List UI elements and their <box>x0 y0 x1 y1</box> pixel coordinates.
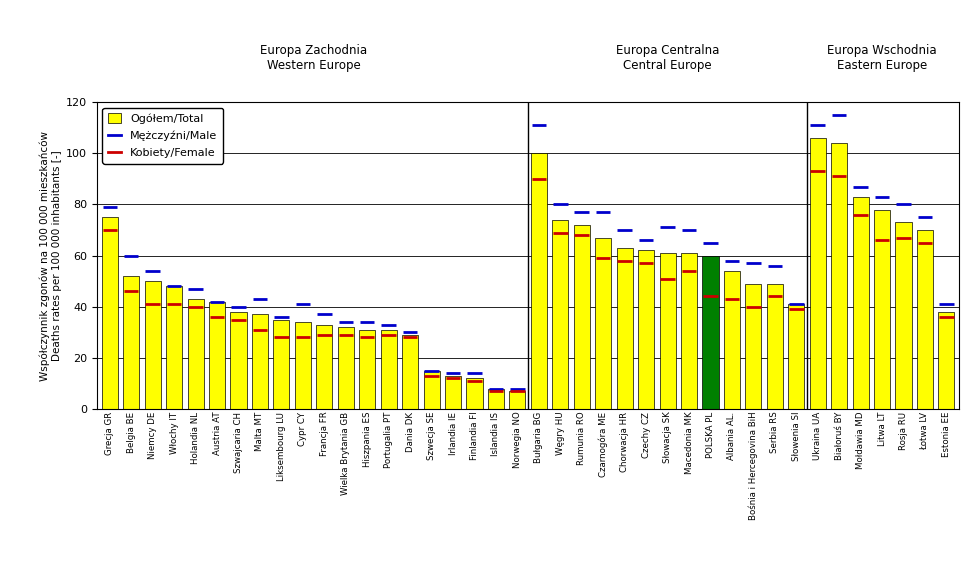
Bar <box>295 322 311 409</box>
Bar <box>531 153 547 409</box>
Bar <box>574 225 590 409</box>
Bar <box>166 286 182 409</box>
Bar <box>638 250 654 409</box>
Y-axis label: Współczynnik zgonów na 100 000 mieszkańców
Deaths rates per 100 000 inhabitants : Współczynnik zgonów na 100 000 mieszkańc… <box>40 131 62 381</box>
Bar <box>445 376 461 409</box>
Bar <box>938 312 954 409</box>
Bar <box>616 248 633 409</box>
Bar <box>917 230 933 409</box>
Bar <box>231 312 246 409</box>
Text: Europa Centralna
Central Europe: Europa Centralna Central Europe <box>616 44 719 72</box>
Bar <box>252 314 268 409</box>
Bar <box>316 325 332 409</box>
Bar <box>402 335 419 409</box>
Bar <box>831 143 847 409</box>
Bar <box>552 220 569 409</box>
Bar <box>745 284 762 409</box>
Bar <box>144 281 161 409</box>
Bar <box>595 237 611 409</box>
Bar <box>338 327 354 409</box>
Bar <box>853 197 868 409</box>
Bar <box>359 329 375 409</box>
Bar <box>703 256 718 409</box>
Bar <box>895 222 912 409</box>
Bar <box>487 389 504 409</box>
Bar <box>123 276 140 409</box>
Bar <box>466 378 483 409</box>
Bar <box>788 304 804 409</box>
Bar <box>381 329 396 409</box>
Bar <box>766 284 783 409</box>
Text: Europa Zachodnia
Western Europe: Europa Zachodnia Western Europe <box>260 44 367 72</box>
Bar <box>681 253 697 409</box>
Legend: Ogółem/Total, Mężczyźni/Male, Kobiety/Female: Ogółem/Total, Mężczyźni/Male, Kobiety/Fe… <box>103 108 223 164</box>
Bar <box>273 319 290 409</box>
Bar <box>102 217 118 409</box>
Bar <box>209 302 225 409</box>
Bar <box>660 253 675 409</box>
Bar <box>874 210 891 409</box>
Bar <box>423 370 440 409</box>
Bar <box>188 299 203 409</box>
Bar <box>810 138 826 409</box>
Bar <box>724 271 740 409</box>
Bar <box>510 391 525 409</box>
Text: Europa Wschodnia
Eastern Europe: Europa Wschodnia Eastern Europe <box>828 44 937 72</box>
